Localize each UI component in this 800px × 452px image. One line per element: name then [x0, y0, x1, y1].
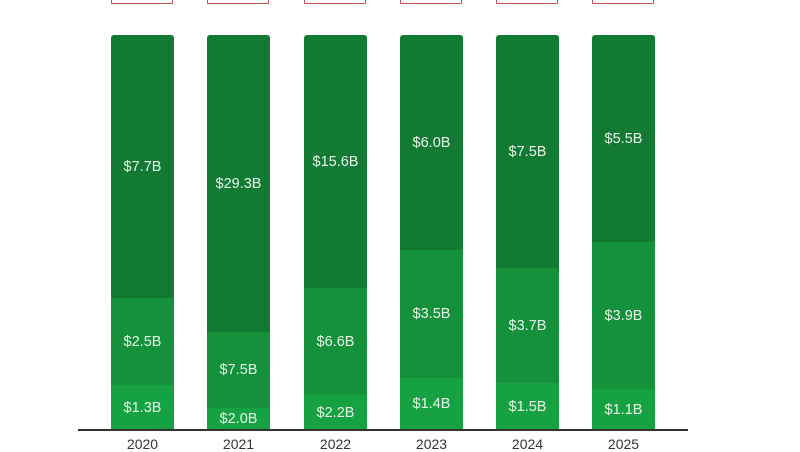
value-label: $1.4B [412, 396, 451, 412]
segment-top: $7.5B [496, 35, 559, 268]
bar-2024: $7.5B $3.7B $1.5B [496, 35, 559, 430]
segment-mid: $7.5B [207, 332, 270, 408]
value-label: $5.5B [604, 130, 643, 147]
value-label: $2.2B [316, 404, 355, 421]
segment-mid: $3.7B [496, 268, 559, 383]
segment-bot: $1.4B [400, 378, 463, 430]
value-label: $1.3B [123, 399, 162, 416]
segment-bot: $2.2B [304, 395, 367, 430]
value-label: $3.9B [604, 307, 643, 324]
segment-top: $5.5B [592, 35, 655, 242]
value-label: $6.0B [412, 134, 451, 151]
bar-2020: $7.7B $2.5B $1.3B [111, 35, 174, 430]
value-label: $2.0B [219, 411, 258, 427]
x-tick-label: 2024 [511, 436, 544, 452]
x-tick-label: 2023 [415, 436, 448, 452]
value-label: $1.5B [508, 398, 547, 415]
value-label: $7.5B [219, 362, 258, 378]
value-label: $3.5B [412, 306, 451, 322]
value-label: $29.3B [215, 175, 262, 192]
legend-box-2025 [592, 0, 654, 4]
value-label: $7.5B [508, 143, 547, 160]
bar-2022: $15.6B $6.6B $2.2B [304, 35, 367, 430]
value-label: $1.1B [604, 401, 643, 418]
segment-top: $29.3B [207, 35, 270, 332]
segment-bot: $1.1B [592, 389, 655, 430]
segment-mid: $3.5B [400, 250, 463, 378]
bar-2023: $6.0B $3.5B $1.4B [400, 35, 463, 430]
bar-2025: $5.5B $3.9B $1.1B [592, 35, 655, 430]
legend-box-2020 [111, 0, 173, 4]
segment-bot: $1.3B [111, 385, 174, 430]
value-label: $6.6B [316, 333, 355, 350]
x-tick-label: 2025 [607, 436, 640, 452]
bar-2021: $29.3B $7.5B $2.0B [207, 35, 270, 430]
segment-mid: $3.9B [592, 242, 655, 389]
legend-box-2024 [496, 0, 558, 4]
legend-box-2022 [304, 0, 366, 4]
x-axis-line [78, 429, 688, 431]
segment-mid: $6.6B [304, 288, 367, 395]
segment-mid: $2.5B [111, 298, 174, 385]
value-label: $7.7B [123, 158, 162, 175]
segment-top: $7.7B [111, 35, 174, 298]
segment-top: $15.6B [304, 35, 367, 288]
value-label: $2.5B [123, 333, 162, 350]
x-tick-label: 2020 [126, 436, 159, 452]
legend-box-2023 [400, 0, 462, 4]
x-tick-label: 2021 [222, 436, 255, 452]
value-label: $15.6B [312, 153, 359, 170]
legend-box-2021 [207, 0, 269, 4]
x-tick-label: 2022 [319, 436, 352, 452]
value-label: $3.7B [508, 317, 547, 334]
segment-bot: $1.5B [496, 383, 559, 430]
segment-top: $6.0B [400, 35, 463, 250]
segment-bot: $2.0B [207, 408, 270, 430]
